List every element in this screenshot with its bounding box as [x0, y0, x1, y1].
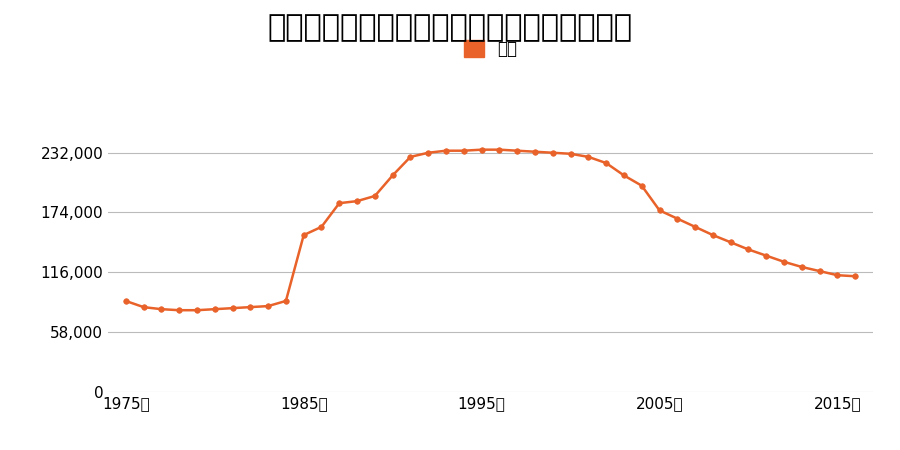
- Text: 徳島県徳島市伊賀町２丁目２番３の地価推移: 徳島県徳島市伊賀町２丁目２番３の地価推移: [267, 14, 633, 42]
- Legend: 価格: 価格: [457, 33, 524, 65]
